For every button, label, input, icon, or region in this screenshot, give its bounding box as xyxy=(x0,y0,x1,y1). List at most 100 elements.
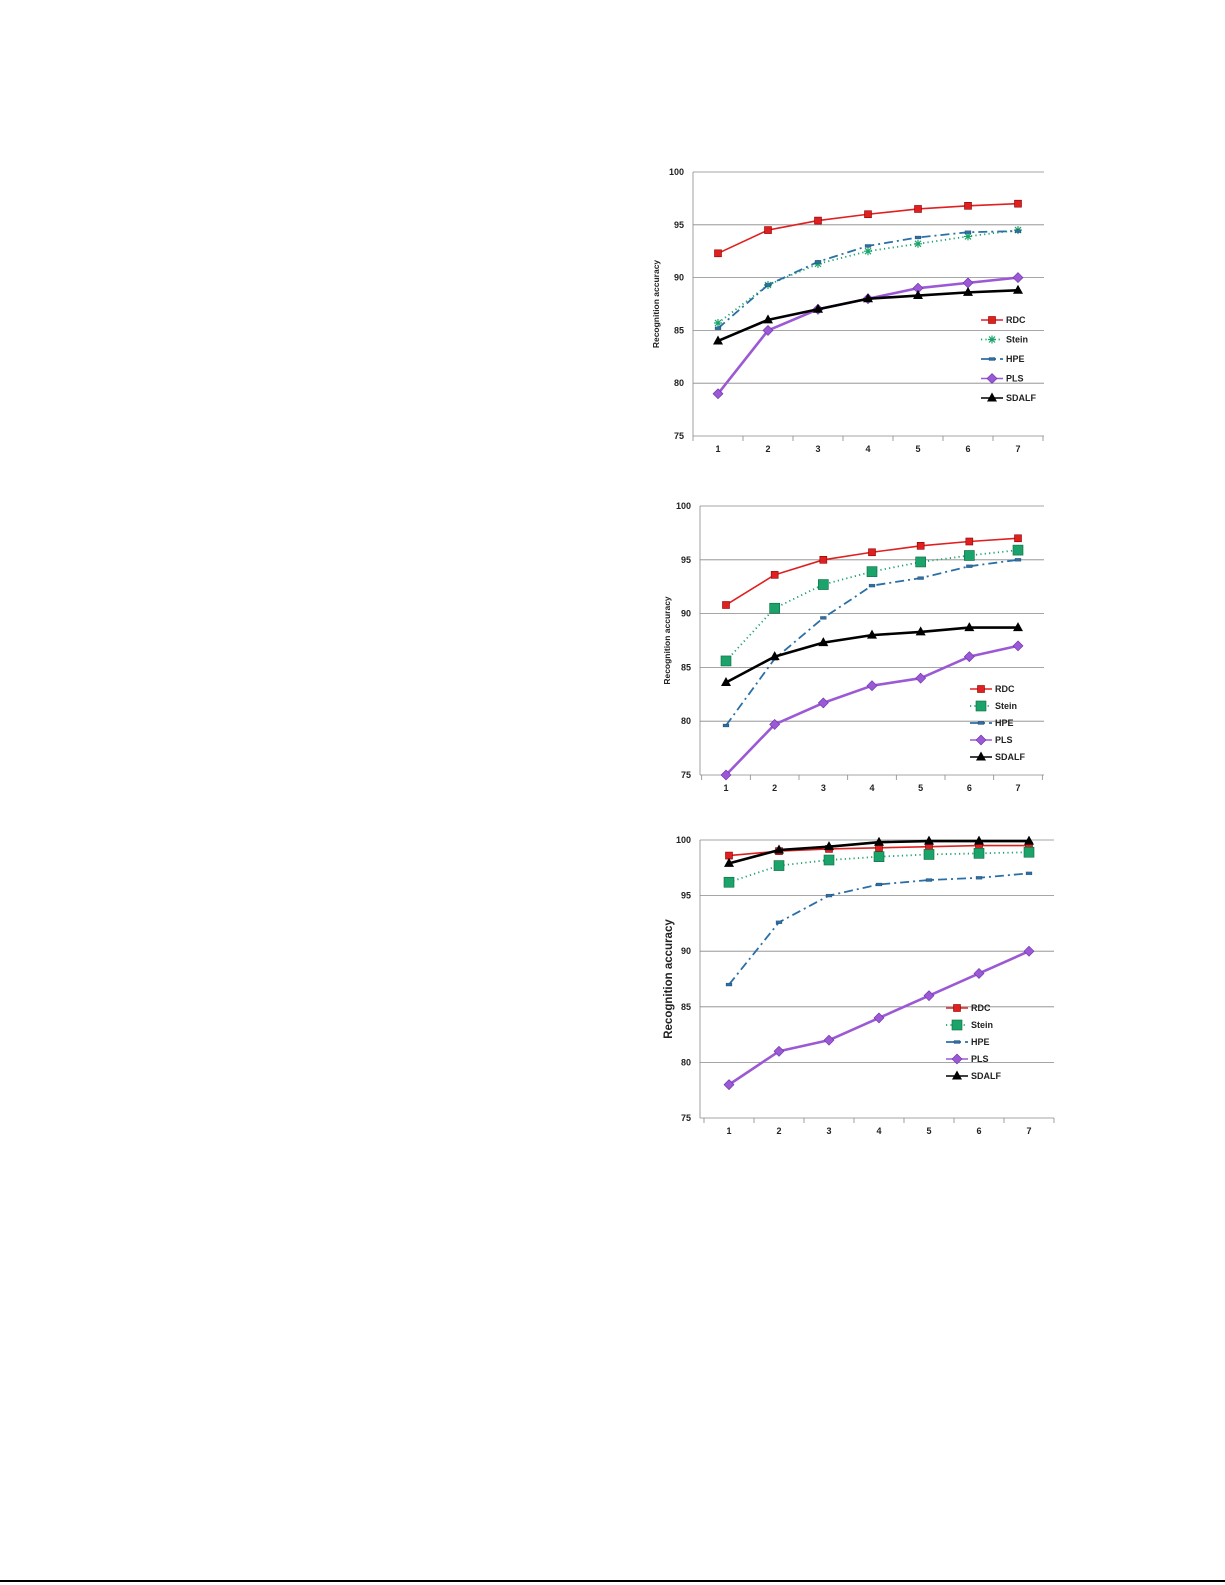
y-axis-label: Recognition accuracy xyxy=(662,596,672,685)
legend-label-stein: Stein xyxy=(1006,335,1028,345)
data-point-sdalf xyxy=(974,835,984,845)
data-point-hpe xyxy=(914,235,922,240)
data-point-hpe xyxy=(864,244,872,248)
data-point-hpe xyxy=(764,283,772,287)
data-point-hpe xyxy=(917,576,924,580)
y-tick-label: 85 xyxy=(681,1002,691,1012)
x-tick-label: 5 xyxy=(918,783,923,793)
data-point-pls xyxy=(823,1034,835,1046)
x-tick-label: 7 xyxy=(1026,1126,1031,1136)
data-point-sdalf xyxy=(867,629,877,639)
data-point-hpe xyxy=(868,583,876,588)
data-point-hpe xyxy=(820,616,827,620)
data-point-stein xyxy=(720,655,732,667)
x-tick-label: 3 xyxy=(821,783,826,793)
data-point-rdc xyxy=(914,205,922,213)
data-point-hpe xyxy=(714,326,722,330)
legend-label-hpe: HPE xyxy=(971,1037,990,1047)
data-point-stein xyxy=(873,851,885,862)
legend-label-stein: Stein xyxy=(995,701,1017,711)
y-tick-label: 80 xyxy=(681,716,691,726)
x-tick-label: 1 xyxy=(726,1126,731,1136)
legend-marker-stein xyxy=(975,700,987,712)
y-tick-label: 100 xyxy=(676,835,691,845)
data-point-pls xyxy=(873,1012,885,1024)
legend-label-rdc: RDC xyxy=(971,1003,991,1013)
y-tick-label: 80 xyxy=(674,378,684,388)
data-point-rdc xyxy=(814,216,822,225)
legend: RDC Stein HPE PLS SDALF xyxy=(981,315,1036,403)
series-pls xyxy=(723,945,1035,1091)
data-point-hpe xyxy=(875,882,883,887)
x-tick-label: 2 xyxy=(765,444,770,454)
data-point-sdalf xyxy=(763,314,773,324)
legend-marker-stein xyxy=(951,1019,963,1031)
data-point-rdc xyxy=(819,555,828,564)
page-bottom-rule xyxy=(0,1580,1225,1582)
data-point-pls xyxy=(769,719,781,730)
data-point-sdalf xyxy=(713,335,723,345)
series-sdalf xyxy=(721,622,1023,686)
legend-label-pls: PLS xyxy=(971,1054,989,1064)
legend-label-rdc: RDC xyxy=(995,684,1015,694)
y-tick-label: 75 xyxy=(674,431,684,441)
data-point-stein xyxy=(914,239,922,248)
y-tick-label: 95 xyxy=(681,891,691,901)
data-point-rdc xyxy=(1014,199,1022,208)
data-point-pls xyxy=(973,968,985,979)
data-point-rdc xyxy=(714,249,722,258)
data-point-stein xyxy=(814,259,822,268)
data-point-stein xyxy=(915,556,926,568)
data-point-stein xyxy=(923,849,935,860)
legend-marker-rdc xyxy=(977,685,985,693)
legend-label-sdalf: SDALF xyxy=(971,1071,1001,1081)
data-point-sdalf xyxy=(818,637,829,647)
legend-marker-pls xyxy=(986,373,998,384)
data-point-stein xyxy=(864,247,872,256)
x-tick-label: 7 xyxy=(1015,783,1020,793)
legend-label-sdalf: SDALF xyxy=(995,752,1025,762)
y-tick-label: 90 xyxy=(674,273,684,283)
data-point-pls xyxy=(720,769,732,781)
data-point-pls xyxy=(1012,272,1024,284)
data-point-rdc xyxy=(770,571,779,579)
y-tick-label: 90 xyxy=(681,609,691,619)
data-point-pls xyxy=(915,672,927,684)
data-point-pls xyxy=(866,680,878,692)
legend-label-sdalf: SDALF xyxy=(1006,393,1036,403)
series-stein xyxy=(714,226,1022,328)
data-point-rdc xyxy=(965,537,974,546)
data-point-hpe xyxy=(825,893,833,898)
data-point-stein xyxy=(866,566,878,577)
x-tick-label: 4 xyxy=(876,1126,881,1136)
series-rdc xyxy=(714,199,1022,258)
series-stein xyxy=(720,544,1024,667)
series-line-hpe xyxy=(728,872,1030,986)
data-point-sdalf xyxy=(724,857,734,867)
data-point-stein xyxy=(1012,544,1024,556)
y-tick-label: 95 xyxy=(681,555,691,565)
data-point-hpe xyxy=(975,876,983,880)
legend-marker-hpe xyxy=(988,357,996,361)
chart-1: 75 80 85 90 95 100 1 2 3 4 5 6 7 Recognition accuracy… xyxy=(651,167,1044,454)
data-point-sdalf xyxy=(1013,284,1023,294)
x-tick-label: 2 xyxy=(776,1126,781,1136)
data-point-rdc xyxy=(864,210,872,219)
data-point-sdalf xyxy=(774,844,784,854)
data-point-rdc xyxy=(964,201,972,210)
data-point-stein xyxy=(1023,846,1035,858)
legend-label-rdc: RDC xyxy=(1006,315,1026,325)
y-tick-label: 100 xyxy=(669,167,684,177)
x-tick-label: 3 xyxy=(826,1126,831,1136)
data-point-rdc xyxy=(1014,534,1022,543)
data-point-stein xyxy=(714,319,722,328)
legend-marker-sdalf xyxy=(987,392,997,402)
x-tick-label: 5 xyxy=(915,444,920,454)
series-sdalf xyxy=(713,284,1023,345)
legend-marker-sdalf xyxy=(952,1070,962,1080)
data-point-hpe xyxy=(1025,871,1033,876)
data-point-pls xyxy=(817,697,829,709)
y-axis-label: Recognition accuracy xyxy=(663,919,675,1039)
data-point-stein xyxy=(723,876,735,888)
series-sdalf xyxy=(724,835,1034,867)
